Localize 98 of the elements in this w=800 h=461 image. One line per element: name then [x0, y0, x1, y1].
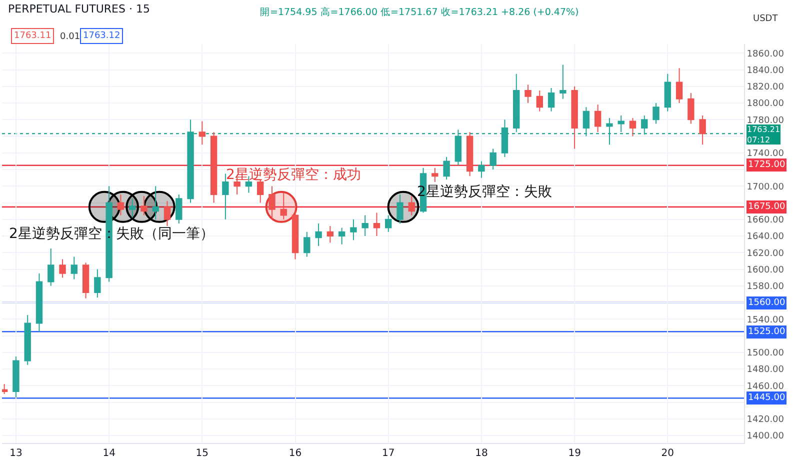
text: 1763.12 — [83, 31, 120, 41]
y-tick-label: 1400.00 — [746, 432, 784, 442]
candlestick — [152, 186, 159, 220]
y-tick-label: 1540.00 — [746, 315, 784, 326]
candlestick — [432, 167, 438, 182]
x-tick-label: 15 — [196, 448, 209, 459]
y-tick-label: 1640.00 — [746, 232, 784, 242]
x-tick-label: 18 — [475, 448, 488, 459]
candlestick — [70, 256, 78, 280]
candlestick — [140, 196, 148, 216]
y-tick-label: 1740.00 — [746, 149, 784, 160]
candlestick — [326, 226, 334, 244]
candlestick — [548, 88, 555, 112]
ref-line-label: 1525.00 — [748, 327, 786, 337]
y-tick-label: 1500.00 — [746, 348, 784, 359]
candlestick — [176, 194, 182, 224]
candlestick — [396, 194, 404, 224]
y-tick-label: 1480.00 — [746, 365, 784, 376]
chart-title: PERPETUAL FUTURES · 15 — [8, 2, 150, 16]
candlestick — [524, 84, 532, 104]
candlestick — [618, 114, 624, 133]
candlestick — [513, 73, 520, 133]
x-tick-label: 19 — [568, 448, 581, 459]
y-tick-label: 1700.00 — [746, 182, 784, 192]
text: USDT — [753, 14, 778, 24]
candlestick — [117, 194, 124, 216]
candlestick — [257, 178, 264, 204]
candlestick — [594, 104, 602, 133]
candlestick — [699, 114, 706, 146]
candlestick — [198, 120, 206, 146]
candlestick — [466, 132, 474, 177]
candlestick — [210, 132, 218, 204]
candlestick — [385, 214, 392, 232]
y-tick-label: 1620.00 — [746, 248, 784, 259]
y-tick-label: 1780.00 — [746, 116, 784, 126]
candlestick — [94, 268, 101, 298]
candlestick — [664, 73, 672, 112]
candlestick — [338, 227, 346, 245]
x-tick-label: 13 — [10, 448, 22, 459]
candlestick — [560, 64, 566, 100]
candlestick — [59, 258, 66, 278]
y-tick-label: 1860.00 — [746, 49, 784, 60]
x-tick-label: 14 — [102, 448, 116, 459]
candlestick — [676, 68, 683, 104]
y-tick-label: 1460.00 — [746, 382, 784, 392]
candlestick — [280, 192, 287, 220]
y-tick-label: 1820.00 — [746, 82, 784, 93]
candlestick — [164, 200, 171, 227]
annotation: 2星逆勢反彈空：成功 — [226, 167, 361, 183]
candlestick — [12, 356, 20, 398]
candlestick — [315, 223, 322, 246]
candlestick — [362, 214, 368, 237]
candlestick — [222, 173, 229, 220]
candlestick — [641, 114, 648, 136]
candlestick — [571, 86, 578, 150]
candlestick — [373, 212, 380, 237]
text: 0.01 — [60, 32, 80, 42]
candlestick — [582, 106, 590, 137]
candlestick — [304, 231, 310, 258]
x-tick-label: 20 — [661, 448, 674, 459]
candlestick — [292, 210, 299, 260]
ref-line-label: 1763.21 07:12 — [747, 125, 780, 144]
y-tick-label: 1420.00 — [746, 415, 784, 426]
candlestick — [478, 160, 485, 178]
candlestick — [606, 117, 613, 146]
candlestick — [268, 186, 276, 220]
ref-line-label: 1445.00 — [748, 393, 786, 403]
chart-subtitle: 開=1754.95 高=1766.00 低=1751.67 收=1763.21 +8.26 (+0.47%) — [260, 6, 579, 18]
x-tick-label: 17 — [382, 448, 395, 459]
y-tick-label: 1660.00 — [746, 216, 784, 226]
candlestick — [106, 186, 112, 282]
ref-line-label: 1560.00 — [748, 298, 786, 308]
candlestick — [408, 196, 415, 216]
candlestick — [128, 198, 136, 218]
candlestick — [2, 383, 8, 394]
x-tick-label: 16 — [288, 448, 302, 459]
candlestick — [629, 117, 636, 137]
candlestick — [82, 262, 90, 299]
candlestick — [490, 148, 496, 170]
candlestick — [688, 92, 694, 124]
y-tick-label: 1800.00 — [746, 99, 784, 110]
annotation: 2星逆勢反彈空：失敗（同一筆） — [9, 226, 214, 242]
ref-line-label: 1675.00 — [748, 202, 786, 212]
ref-line-label: 1725.00 — [748, 160, 786, 170]
candlestick — [454, 129, 462, 166]
candlestick — [443, 156, 450, 180]
candlestick — [24, 314, 31, 366]
candlestick — [48, 248, 54, 286]
y-tick-label: 1600.00 — [746, 265, 784, 276]
candlestick — [36, 272, 43, 332]
text: 1763.11 — [14, 31, 52, 41]
candlestick — [501, 119, 508, 158]
candlestick — [652, 102, 660, 124]
y-tick-label: 1840.00 — [746, 66, 784, 76]
candlestick — [350, 218, 357, 241]
candlestick — [187, 119, 194, 204]
candlestick — [536, 90, 543, 112]
y-tick-label: 1580.00 — [746, 282, 784, 292]
